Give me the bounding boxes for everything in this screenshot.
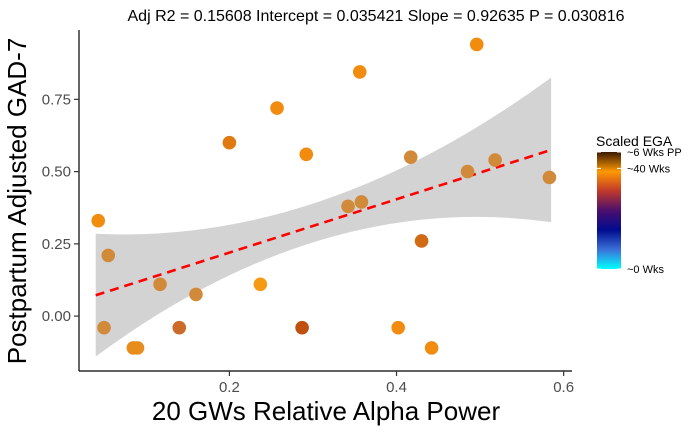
data-point <box>295 320 309 335</box>
data-point <box>488 153 502 167</box>
legend-label: ~6 Wks PP <box>627 147 682 159</box>
confidence-band <box>95 77 552 357</box>
legend-label: ~0 Wks <box>627 264 664 276</box>
data-point <box>469 37 484 52</box>
data-point <box>391 320 405 335</box>
x-tick-label: 0.6 <box>553 379 574 396</box>
data-point <box>341 199 355 214</box>
data-point <box>270 101 284 115</box>
plot-area <box>91 37 557 357</box>
legend-colorbar <box>597 152 621 269</box>
data-points <box>91 37 557 355</box>
data-point <box>101 248 116 263</box>
legend-label: ~40 Wks <box>627 163 671 175</box>
data-point <box>172 320 187 335</box>
legend-title: Scaled EGA <box>596 133 673 149</box>
y-tick-label: 0.50 <box>42 164 71 181</box>
x-axis-label: 20 GWs Relative Alpha Power <box>152 396 501 426</box>
data-point <box>130 341 145 355</box>
data-point <box>414 234 429 248</box>
data-point <box>352 65 367 79</box>
data-point <box>460 164 475 179</box>
data-point <box>542 170 557 185</box>
data-point <box>424 341 439 355</box>
data-point <box>403 150 418 164</box>
legend-labels: ~6 Wks PP ~40 Wks ~0 Wks <box>597 147 682 276</box>
x-tick-label: 0.4 <box>386 379 407 396</box>
regression-line <box>95 148 552 297</box>
y-axis-label: Postpartum Adjusted GAD-7 <box>2 38 32 365</box>
y-tick-label: 0.75 <box>42 91 71 108</box>
legend: Scaled EGA ~6 Wks PP ~40 Wks ~0 Wks <box>596 133 682 276</box>
data-point <box>354 195 369 209</box>
data-point <box>153 277 167 292</box>
data-point <box>91 213 106 228</box>
x-tick-label: 0.2 <box>219 379 240 396</box>
data-point <box>253 277 268 292</box>
x-axis-ticks: 0.2 0.4 0.6 <box>219 371 574 396</box>
data-point <box>299 147 314 162</box>
y-tick-label: 0.25 <box>42 236 71 253</box>
y-axis-ticks: 0.00 0.25 0.50 0.75 <box>42 91 79 325</box>
data-point <box>222 135 237 150</box>
data-point <box>189 287 203 302</box>
data-point <box>97 320 111 335</box>
y-tick-label: 0.00 <box>42 308 71 325</box>
chart-title: Adj R2 = 0.15608 Intercept = 0.035421 Sl… <box>128 8 625 25</box>
